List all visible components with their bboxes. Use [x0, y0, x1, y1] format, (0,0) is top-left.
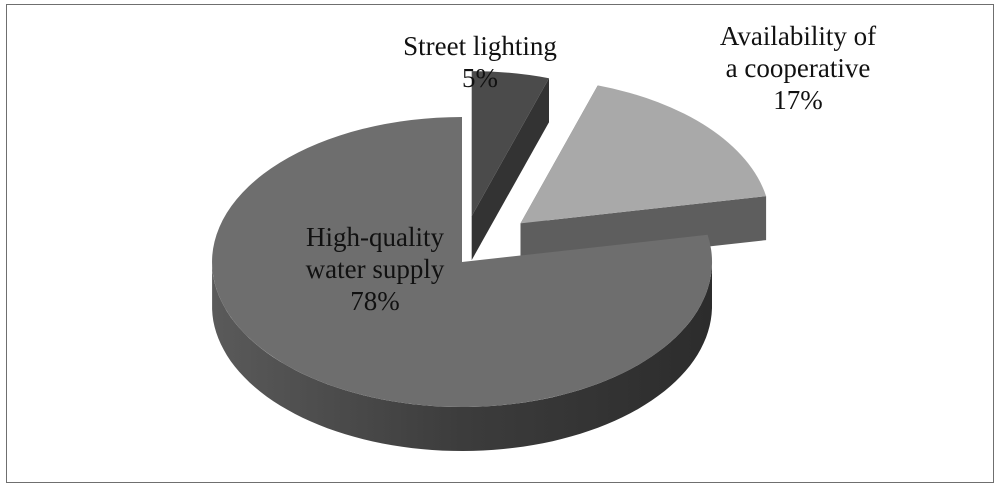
- slice-category-label-2: Availability of: [720, 21, 876, 51]
- slice-category-label-0: High-quality: [306, 222, 444, 252]
- slice-category-label-2: a cooperative: [726, 53, 871, 83]
- slice-top-1: [471, 71, 549, 217]
- slice-percent-label-2: 17%: [773, 85, 823, 115]
- slice-top-0: [212, 117, 713, 408]
- slice-percent-label-0: 78%: [350, 286, 400, 316]
- slice-side-0: [212, 264, 712, 451]
- slice-category-label-1: Street lighting: [403, 31, 557, 61]
- slice-category-label-0: water supply: [306, 254, 445, 284]
- slice-percent-label-1: 5%: [462, 63, 498, 93]
- slice-top-2: [520, 85, 767, 224]
- slice-cut-face-1-1: [471, 78, 549, 261]
